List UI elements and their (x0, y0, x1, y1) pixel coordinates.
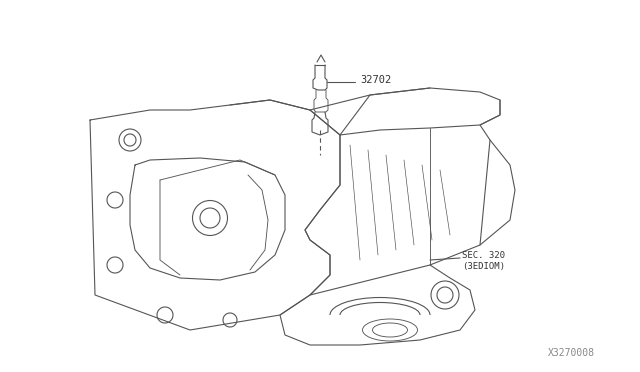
Text: 32702: 32702 (360, 75, 391, 85)
Text: X3270008: X3270008 (548, 348, 595, 358)
Text: (3EDIOM): (3EDIOM) (462, 263, 505, 272)
Text: SEC. 320: SEC. 320 (462, 250, 505, 260)
